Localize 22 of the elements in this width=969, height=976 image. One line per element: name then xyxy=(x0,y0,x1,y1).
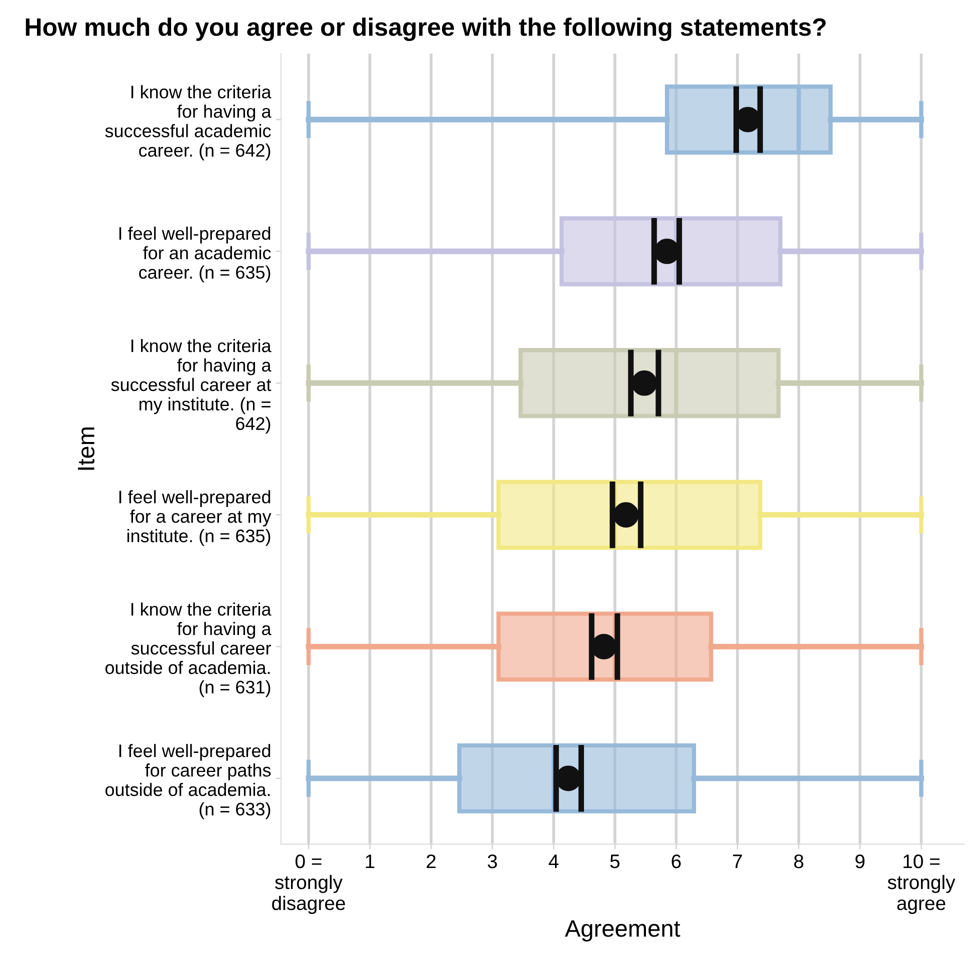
point xyxy=(632,370,658,396)
x-tick-label: 8 xyxy=(794,854,804,868)
y-tick-label: I know the criteria for having a successful academic career. (n = 642) xyxy=(105,85,272,160)
x-tick-label: 0 = strongly disagree xyxy=(272,854,346,914)
x-tick-label: 2 xyxy=(426,854,436,868)
x-tick-label: 4 xyxy=(548,854,558,868)
y-axis-title: Item xyxy=(78,428,94,470)
y-tick-label: I feel well-prepared for a career at my institute. (n = 635) xyxy=(119,490,272,546)
x-tick-label: 3 xyxy=(488,854,497,868)
x-tick-label: 7 xyxy=(733,854,742,868)
chart-title: How much do you agree or disagree with the following statements? xyxy=(26,18,826,41)
y-tick-label: I feel well-prepared for an academic career. (n = 635) xyxy=(119,226,271,282)
y-tick-label: I know the criteria for having a successful career at my institute. (n = 642) xyxy=(111,338,272,434)
y-tick-label: I feel well-prepared for career paths outside of academia. (n = 633) xyxy=(105,744,271,820)
x-tick-label: 6 xyxy=(672,854,681,868)
point xyxy=(613,502,639,528)
x-tick-label: 1 xyxy=(366,854,374,868)
x-tick-label: 5 xyxy=(610,854,620,868)
y-tick-label: I know the criteria for having a successful career outside of academia. (n = 631) xyxy=(105,602,272,698)
x-axis-title: Agreement xyxy=(564,920,680,942)
x-tick-label: 9 xyxy=(856,854,864,868)
x-tick-label: 10 = strongly agree xyxy=(888,854,956,914)
